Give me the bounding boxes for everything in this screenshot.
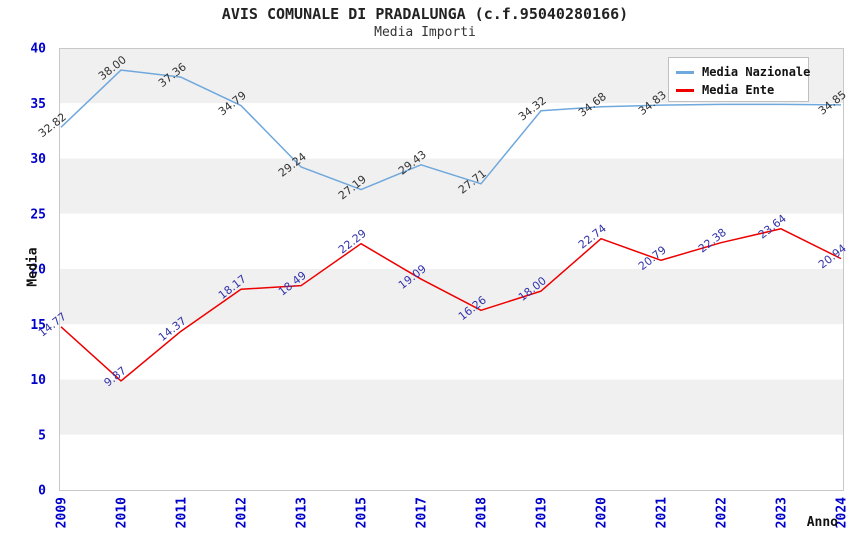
plot-band <box>59 269 843 325</box>
y-tick-label: 20 <box>30 263 46 278</box>
legend-label: Media Ente <box>702 83 775 97</box>
x-tick-label: 2019 <box>535 497 550 528</box>
plot-band <box>59 379 843 435</box>
y-tick-label: 30 <box>30 152 46 167</box>
x-tick-label: 2023 <box>775 497 790 528</box>
y-tick-label: 25 <box>30 207 46 222</box>
series-line-media-ente <box>60 228 842 382</box>
x-tick-label: 2022 <box>715 497 730 528</box>
x-tick-label: 2021 <box>655 497 670 528</box>
y-tick-label: 40 <box>30 42 46 57</box>
legend-item-media-ente: Media Ente <box>676 81 808 99</box>
y-tick-label: 35 <box>30 97 46 112</box>
plot-band <box>59 213 843 269</box>
y-tick-label: 0 <box>38 484 46 499</box>
x-tick-label: 2020 <box>595 497 610 528</box>
x-tick-label: 2015 <box>355 497 370 528</box>
chart-subtitle: Media Importi <box>374 25 476 40</box>
y-tick-label: 15 <box>30 318 46 333</box>
media-ente-line-swatch-icon <box>676 88 694 92</box>
y-tick-label: 10 <box>30 373 46 388</box>
plot-band <box>59 158 843 214</box>
x-tick-label: 2010 <box>115 497 130 528</box>
plot-border <box>59 48 844 491</box>
x-tick-label: 2013 <box>295 497 310 528</box>
chart-title: AVIS COMUNALE DI PRADALUNGA (c.f.9504028… <box>221 5 629 23</box>
x-tick-label: 2012 <box>235 497 250 528</box>
legend-item-media-nazionale: Media Nazionale <box>676 63 811 81</box>
chart-legend: Media Nazionale Media Ente <box>668 57 811 102</box>
y-axis-title: Media <box>25 247 41 287</box>
plot-band <box>59 434 843 490</box>
x-tick-label: 2011 <box>175 497 190 528</box>
x-axis-title: Anno <box>806 515 838 530</box>
series-line-media-nazionale <box>60 69 842 191</box>
x-tick-label: 2018 <box>475 497 490 528</box>
media-nazionale-line-swatch-icon <box>676 70 694 74</box>
plot-band <box>59 103 843 159</box>
y-tick-label: 5 <box>38 428 46 443</box>
x-tick-label: 2024 <box>835 497 850 528</box>
legend-label: Media Nazionale <box>702 65 811 79</box>
x-tick-label: 2009 <box>55 497 70 528</box>
x-tick-label: 2017 <box>415 497 430 528</box>
plot-band <box>59 324 843 380</box>
